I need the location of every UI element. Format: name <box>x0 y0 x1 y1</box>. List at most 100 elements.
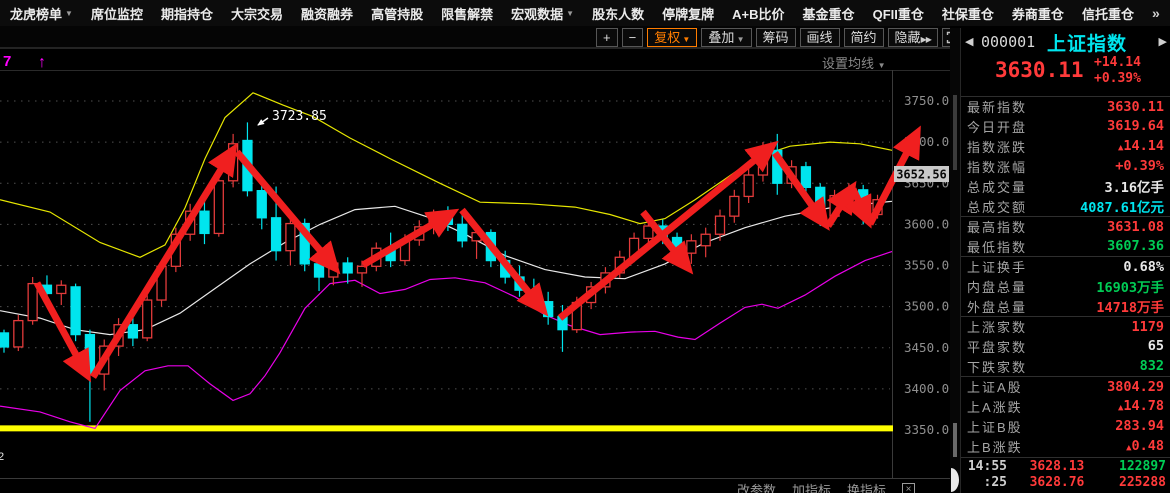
panel-collapse-handle[interactable] <box>951 468 959 492</box>
stat-value: ▲14.14 <box>1117 138 1164 154</box>
stock-code: 000001 <box>981 33 1036 51</box>
candle <box>199 210 210 235</box>
trend-arrow <box>866 125 921 226</box>
close-indicator-icon[interactable]: × <box>902 483 916 493</box>
chevron-down-icon: ▼ <box>877 61 886 70</box>
menu-item-16[interactable]: 信托重仓 <box>1082 4 1134 23</box>
candle <box>457 223 468 242</box>
clipped-text-fragment: 2 <box>0 451 4 463</box>
zoom-out-button[interactable]: − <box>621 28 644 47</box>
menu-item-12[interactable]: 基金重仓 <box>803 4 855 23</box>
menu-item-label: 融资融券 <box>301 6 354 22</box>
stat-row-9: 上证换手 0.68% <box>961 256 1170 276</box>
menu-item-13[interactable]: QFII重仓 <box>873 4 924 23</box>
menu-item-9[interactable]: 股东人数 <box>592 4 644 23</box>
stat-value: 283.94 <box>1115 418 1164 434</box>
candle <box>543 301 554 318</box>
stat-label: 下跌家数 <box>967 359 1028 375</box>
stat-row-7: 最高指数 3631.08 <box>961 216 1170 236</box>
toolbar-button-label: 画线 <box>806 30 833 45</box>
quote-panel: ◀ 000001 上证指数 ▶ 3630.11 +14.14 +0.39% 最新… <box>960 28 1170 493</box>
overlay-button[interactable]: 叠加 ▼ <box>701 28 752 47</box>
menu-item-label: 宏观数据 <box>511 6 564 22</box>
trend-arrow <box>772 150 830 231</box>
simple-mode-button[interactable]: 简约 <box>843 28 884 47</box>
prev-stock-arrow-icon[interactable]: ◀ <box>965 36 974 48</box>
candle <box>743 174 754 198</box>
stat-label: 指数涨幅 <box>967 159 1028 175</box>
y-axis-label: 3350.00 <box>904 422 950 437</box>
price-tag <box>894 166 949 182</box>
stat-value: 3804.29 <box>1107 378 1164 395</box>
candle <box>729 195 740 217</box>
adjust-price-button[interactable]: 复权 ▼ <box>647 28 698 47</box>
menu-item-label: 高管持股 <box>371 6 424 22</box>
y-axis-label: 3400.00 <box>904 381 950 396</box>
trend-arrow <box>844 187 872 229</box>
zoom-in-button[interactable]: + <box>596 28 618 47</box>
switch-indicator-button[interactable]: 换指标 <box>847 483 887 493</box>
stat-row-17: 上证B股 283.94 <box>961 416 1170 436</box>
draw-line-button[interactable]: 画线 <box>799 28 840 47</box>
candle <box>70 286 81 336</box>
menu-item-15[interactable]: 券商重仓 <box>1012 4 1064 23</box>
chart-canvas[interactable]: 3750.003700.003650.003600.003550.003500.… <box>0 48 957 493</box>
change-params-button[interactable]: 改参数 <box>737 483 777 493</box>
drawn-support-line[interactable] <box>0 425 893 432</box>
peak-price-annotation: 3723.85 <box>272 109 327 124</box>
y-axis-label: 3450.00 <box>904 340 950 355</box>
menu-item-4[interactable]: 大宗交易 <box>231 4 283 23</box>
menu-item-10[interactable]: 停牌复牌 <box>662 4 714 23</box>
last-price: 3630.11 <box>995 58 1084 82</box>
stat-value: 3607.36 <box>1107 238 1164 254</box>
next-stock-arrow-icon[interactable]: ▶ <box>1158 36 1167 48</box>
stat-value: 3.16亿手 <box>1104 180 1164 196</box>
stat-label: 上证A股 <box>967 380 1023 395</box>
up-triangle-icon: ▲ <box>1117 143 1124 153</box>
stat-label: 上涨家数 <box>967 320 1028 335</box>
stat-label: 总成交量 <box>967 179 1028 195</box>
toolbar-button-label: 复权 <box>654 30 681 45</box>
trend-arrow <box>33 281 92 383</box>
candle <box>127 324 139 339</box>
menu-item-label: 期指持仓 <box>160 6 213 22</box>
stat-label: 上A涨跌 <box>967 399 1023 415</box>
stat-value: 0.68% <box>1123 258 1164 275</box>
up-arrow-icon: ↑ <box>38 54 46 71</box>
menu-item-2[interactable]: 席位监控 <box>91 4 143 23</box>
panel-scrollbar[interactable] <box>950 28 960 493</box>
add-indicator-button[interactable]: 加指标 <box>792 483 832 493</box>
candle <box>643 225 654 240</box>
candle <box>342 262 353 274</box>
menu-item-8[interactable]: 宏观数据 ▼ <box>511 4 574 23</box>
stat-row-18: 上B涨跌 ▲0.48 <box>961 436 1170 456</box>
hide-button[interactable]: 隐藏▶▶ <box>887 28 938 47</box>
menu-more-button[interactable]: » <box>1151 5 1160 21</box>
stat-value: 1179 <box>1131 318 1164 335</box>
chevron-down-icon: ▼ <box>65 8 73 18</box>
stat-label: 外盘总量 <box>967 299 1028 315</box>
menu-item-7[interactable]: 限售解禁 <box>441 4 493 23</box>
menu-item-5[interactable]: 融资融券 <box>301 4 353 23</box>
ma-settings-button[interactable]: 设置均线 ▼ <box>822 53 886 72</box>
scrollbar-thumb[interactable] <box>953 423 957 457</box>
menu-item-6[interactable]: 高管持股 <box>371 4 423 23</box>
stat-row-4: 指数涨幅 +0.39% <box>961 156 1170 176</box>
stat-value: 832 <box>1139 358 1164 374</box>
menu-item-label: 股东人数 <box>592 6 645 22</box>
candlestick-chart[interactable]: 3750.003700.003650.003600.003550.003500.… <box>0 48 957 493</box>
menu-item-1[interactable]: 龙虎榜单 ▼ <box>10 4 73 23</box>
indicator-corner-label: 7 <box>3 53 11 70</box>
scrollbar-segment[interactable] <box>953 95 957 170</box>
menu-item-14[interactable]: 社保重仓 <box>942 4 994 23</box>
toolbar-button-label: 简约 <box>850 30 877 45</box>
menu-item-11[interactable]: A+B比价 <box>732 4 784 23</box>
chip-button[interactable]: 筹码 <box>755 28 796 47</box>
stat-label: 最低指数 <box>967 239 1028 255</box>
stat-value: 16903万手 <box>1096 280 1164 296</box>
menu-item-3[interactable]: 期指持仓 <box>161 4 213 23</box>
stat-value: 4087.61亿元 <box>1080 200 1164 216</box>
stat-label: 上证B股 <box>967 419 1023 435</box>
candle <box>356 265 368 274</box>
